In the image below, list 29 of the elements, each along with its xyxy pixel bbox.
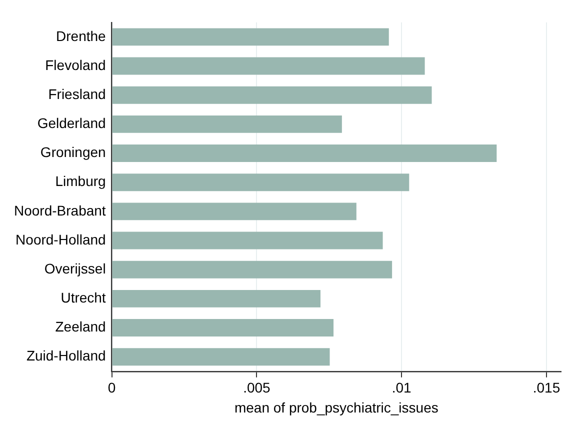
x-tick-label: 0 (108, 380, 116, 396)
bar (112, 348, 330, 366)
y-tick-label: Zeeland (55, 318, 106, 335)
y-tick-label: Groningen (40, 144, 106, 160)
y-tick-label: Overijssel (44, 260, 106, 276)
x-tick-label: .015 (532, 380, 560, 396)
y-tick-label: Gelderland (37, 115, 106, 132)
y-tick-label: Limburg (55, 173, 106, 190)
x-axis-title: mean of prob_psychiatric_issues (234, 399, 438, 416)
bar (112, 319, 334, 336)
bar (112, 232, 383, 250)
bar (112, 144, 497, 162)
bar (112, 28, 389, 46)
y-tick-label: Noord-Brabant (14, 202, 106, 218)
bar (112, 290, 320, 308)
bar (112, 57, 425, 75)
x-tick-label: .005 (243, 380, 271, 396)
y-tick-label: Friesland (48, 86, 106, 102)
bar (112, 202, 356, 220)
y-tick-label: Utrecht (60, 290, 106, 306)
x-tick-label: .01 (392, 380, 412, 396)
y-tick-label: Flevoland (45, 56, 106, 73)
bar (112, 174, 410, 192)
bar (112, 260, 392, 278)
y-tick-label: Zuid-Holland (26, 348, 106, 364)
bar (112, 115, 342, 133)
bar (112, 86, 432, 104)
y-tick-label: Noord-Holland (16, 231, 106, 248)
y-tick-label: Drenthe (56, 28, 106, 44)
